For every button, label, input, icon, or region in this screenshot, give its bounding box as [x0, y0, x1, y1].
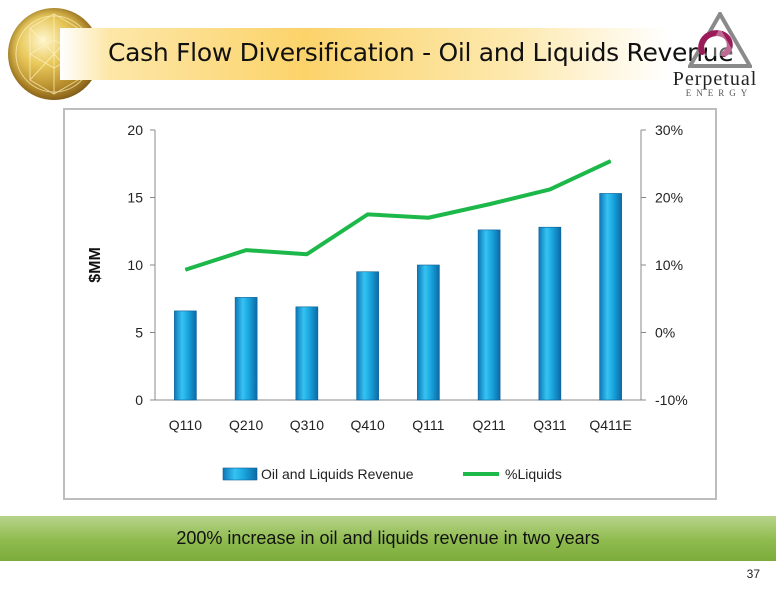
bar-Q410: [356, 271, 379, 401]
page-title: Cash Flow Diversification - Oil and Liqu…: [108, 38, 734, 67]
x-tick-label: Q411E: [589, 417, 632, 433]
chart-legend: Oil and Liquids Revenue %Liquids: [222, 466, 562, 482]
x-tick-label: Q310: [290, 417, 324, 433]
y2-tick-label: 10%: [655, 257, 683, 273]
y-tick-label: 10: [127, 257, 143, 273]
bar-Q111: [417, 264, 440, 401]
chart-panel: $MM 0 5 10 15 20 -10% 0% 10% 20% 30% Q110 Q210 Q310 Q…: [63, 108, 717, 500]
legend-label-revenue: Oil and Liquids Revenue: [261, 466, 414, 482]
legend-label-liquids: %Liquids: [505, 466, 562, 482]
combo-chart: $MM 0 5 10 15 20 -10% 0% 10% 20% 30% Q110 Q210 Q310 Q…: [87, 122, 688, 482]
y-tick-label: 15: [127, 190, 143, 206]
line-point-Q310: [306, 253, 308, 255]
line-point-Q211: [488, 203, 490, 205]
x-tick-label: Q110: [169, 417, 202, 433]
bar-Q211: [477, 229, 501, 401]
line-point-Q210: [245, 249, 247, 251]
x-tick-label: Q410: [351, 417, 385, 433]
page-number: 37: [746, 567, 760, 581]
bar-Q310: [295, 306, 319, 401]
line-point-Q111: [427, 217, 429, 219]
bar-Q311: [538, 226, 562, 401]
liquids-percent-line: [184, 159, 612, 272]
logo-name: Perpetual: [672, 68, 758, 90]
line-point-Q311: [549, 188, 551, 190]
y2-tick-label: -10%: [655, 392, 688, 408]
y2-tick-label: 20%: [655, 190, 683, 206]
line-point-Q411E: [610, 160, 612, 162]
summary-banner: [0, 516, 776, 561]
x-tick-label: Q311: [533, 417, 566, 433]
y2-tick-label: 30%: [655, 122, 683, 138]
logo-subtitle: ENERGY: [685, 88, 753, 98]
perpetual-triangle-icon: [688, 12, 752, 68]
banner-text: 200% increase in oil and liquids revenue…: [176, 528, 600, 548]
line-point-Q110: [184, 269, 186, 271]
legend-swatch-revenue: [222, 467, 258, 481]
title-bar: [60, 28, 670, 80]
y-tick-label: 5: [135, 325, 143, 341]
y-tick-label: 20: [127, 122, 143, 138]
y-axis-label: $MM: [87, 247, 104, 283]
x-tick-label: Q211: [473, 417, 506, 433]
x-tick-label: Q111: [412, 417, 444, 433]
bar-Q411E: [599, 193, 622, 401]
bar-Q210: [234, 297, 258, 401]
y-tick-label: 0: [135, 392, 143, 408]
y2-tick-label: 0%: [655, 325, 675, 341]
x-tick-label: Q210: [229, 417, 263, 433]
line-point-Q410: [367, 213, 369, 215]
bar-Q110: [174, 310, 197, 401]
